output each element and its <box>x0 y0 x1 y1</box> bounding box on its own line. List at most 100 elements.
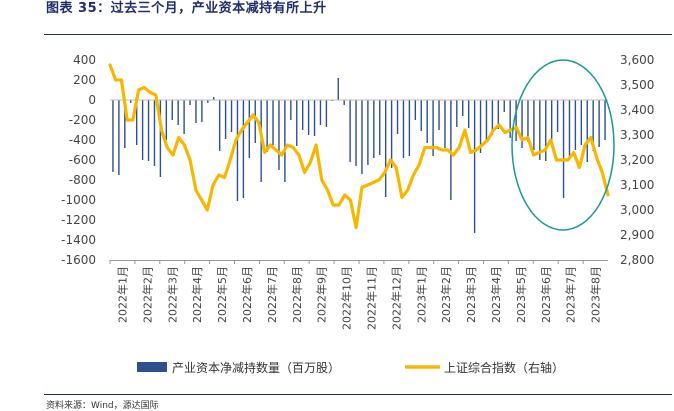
right-tick-label: 2,800 <box>620 253 654 267</box>
x-tick-label: 2023年2月 <box>439 266 453 323</box>
x-tick-label: 2022年4月 <box>190 266 204 323</box>
left-tick-label: -1200 <box>61 213 96 227</box>
x-tick-label: 2023年4月 <box>489 266 503 323</box>
bar <box>349 100 351 162</box>
x-tick-label: 2022年6月 <box>240 266 254 323</box>
legend-bar-label: 产业资本净减持数量（百万股） <box>172 360 340 375</box>
bar <box>545 100 547 161</box>
left-tick-label: 0 <box>88 93 96 107</box>
x-tick-label: 2023年8月 <box>589 266 603 323</box>
x-tick-label: 2023年5月 <box>514 266 528 323</box>
bar <box>373 100 375 158</box>
bar <box>290 100 292 120</box>
left-tick-label: -1600 <box>61 253 96 267</box>
bar <box>420 100 422 131</box>
bar <box>390 100 393 168</box>
bar <box>450 100 452 200</box>
bar <box>301 100 304 130</box>
bar <box>319 100 322 125</box>
source-note: 资料来源：Wind，源达国际 <box>46 401 159 411</box>
bar <box>580 100 583 145</box>
bar <box>497 100 500 129</box>
bar <box>586 100 588 162</box>
left-tick-label: 200 <box>73 73 96 87</box>
right-tick-label: 3,600 <box>620 53 654 67</box>
bar <box>195 100 197 123</box>
bar <box>165 100 168 140</box>
x-tick-label: 2023年6月 <box>539 266 553 323</box>
bar <box>491 100 494 135</box>
bar <box>242 100 245 198</box>
bar <box>236 100 239 201</box>
left-axis: 400 200 0 -200 -400 -600 -800 -1000 -1200 -1400 -1… <box>61 53 96 267</box>
left-tick-label: 400 <box>73 53 96 67</box>
bar <box>367 100 369 165</box>
bar <box>307 100 310 135</box>
bar <box>183 100 185 134</box>
x-tick-label: 2022年3月 <box>165 266 179 323</box>
bar <box>313 100 316 136</box>
legend: 产业资本净减持数量（百万股） 上证综合指数（右轴） <box>137 360 564 375</box>
bar <box>515 100 517 141</box>
bar <box>266 100 268 152</box>
x-tick-label: 2022年9月 <box>315 266 329 323</box>
bar <box>550 100 553 147</box>
x-tick-label: 2022年1月 <box>115 266 129 323</box>
left-tick-label: -1000 <box>61 193 96 207</box>
bar <box>254 100 256 143</box>
bar <box>355 100 357 166</box>
x-tick-label: 2023年1月 <box>414 266 428 323</box>
x-tick-label: 2023年3月 <box>464 266 478 323</box>
bar <box>479 100 482 153</box>
bar <box>426 100 428 143</box>
right-axis: 3,600 3,500 3,400 3,300 3,200 3,100 3,000 2,900… <box>620 53 654 267</box>
bar-series <box>112 78 606 233</box>
bar <box>592 100 594 151</box>
bar <box>527 100 529 142</box>
bar <box>379 100 381 155</box>
bar <box>201 100 203 122</box>
bar <box>456 100 458 127</box>
bar <box>408 100 411 156</box>
right-tick-label: 3,500 <box>620 78 654 92</box>
bar <box>568 100 571 159</box>
bar <box>230 100 233 132</box>
right-tick-label: 3,100 <box>620 178 654 192</box>
right-tick-label: 3,300 <box>620 128 654 142</box>
bar <box>574 100 577 150</box>
x-tick-label: 2022年7月 <box>265 266 279 323</box>
left-tick-label: -1400 <box>61 233 96 247</box>
bar <box>189 100 191 105</box>
right-tick-label: 3,200 <box>620 153 654 167</box>
bar <box>118 100 120 175</box>
bar <box>509 100 511 138</box>
bar <box>135 100 138 145</box>
bar <box>503 100 505 112</box>
bar <box>218 100 221 151</box>
x-tick-label: 2022年10月 <box>340 266 354 330</box>
bar <box>171 100 173 120</box>
bar <box>562 100 565 198</box>
bar <box>384 100 387 197</box>
bar <box>284 100 286 182</box>
bar <box>396 100 399 134</box>
bar <box>325 100 328 127</box>
x-tick-label: 2022年2月 <box>140 266 154 323</box>
left-tick-label: -400 <box>69 133 96 147</box>
bar <box>598 100 600 147</box>
bar <box>213 97 215 100</box>
bar <box>159 100 162 177</box>
bar <box>343 100 345 105</box>
bar <box>432 100 434 156</box>
x-tick-label: 2022年11月 <box>364 266 378 330</box>
bar <box>604 100 606 140</box>
bar <box>124 100 126 148</box>
bar <box>112 100 114 172</box>
legend-bar-swatch <box>137 362 167 372</box>
right-tick-label: 2,900 <box>620 228 654 242</box>
right-tick-label: 3,400 <box>620 103 654 117</box>
bar <box>539 100 541 160</box>
x-tick-label: 2023年7月 <box>564 266 578 323</box>
bar <box>444 100 446 148</box>
